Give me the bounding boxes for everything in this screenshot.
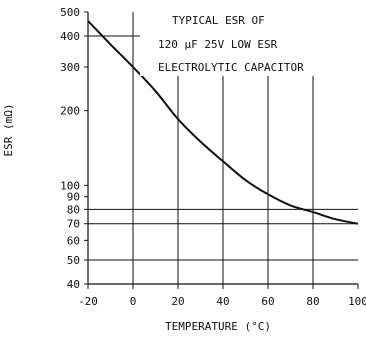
y-tick-label: 50 [67,254,80,267]
y-tick-label: 300 [60,61,80,74]
y-tick-label: 500 [60,6,80,19]
x-tick-label: -20 [78,295,98,308]
y-tick-label: 60 [67,234,80,247]
x-tick-label: 80 [306,295,319,308]
y-tick-label: 100 [60,179,80,192]
annotation-box: TYPICAL ESR OF 120 µF 25V LOW ESR ELECTR… [140,6,360,76]
annotation-line-3: ELECTROLYTIC CAPACITOR [158,61,304,74]
x-tick-label: 100 [348,295,366,308]
annotation-line-1: TYPICAL ESR OF [172,14,265,27]
y-axis-title: ESR (mΩ) [2,104,15,157]
series-layer [87,20,359,225]
x-axis-title: TEMPERATURE (°C) [165,320,271,333]
x-tick-label: 60 [261,295,274,308]
esr-curve [87,20,359,225]
y-tick-label: 200 [60,105,80,118]
y-tick-label: 40 [67,278,80,291]
y-tick-label: 70 [67,218,80,231]
y-tick-label: 90 [67,191,80,204]
x-tick-label: 40 [216,295,229,308]
tick-labels: -20 0 20 40 60 80 1004050607080901002003004005… [60,6,366,308]
y-tick-label: 80 [67,203,80,216]
annotation-line-2: 120 µF 25V LOW ESR [158,38,278,51]
y-tick-label: 400 [60,30,80,43]
x-tick-label: 20 [171,295,184,308]
annotation-background [140,6,360,76]
x-tick-label: 0 [130,295,137,308]
